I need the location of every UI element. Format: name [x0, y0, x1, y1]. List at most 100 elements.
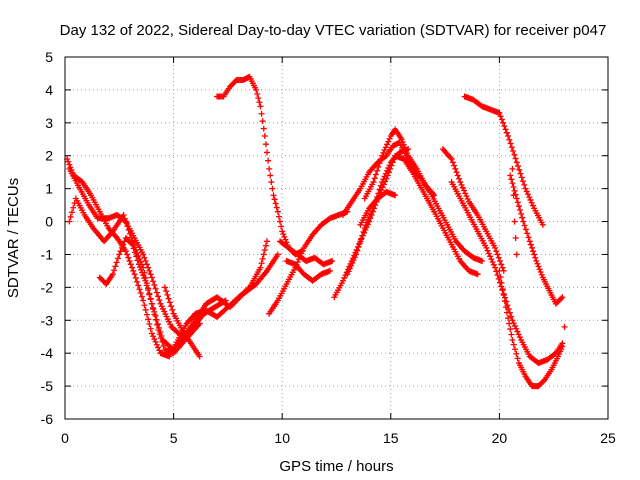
data-point [559, 343, 566, 350]
data-point [273, 204, 280, 211]
data-point [277, 218, 284, 225]
data-point [498, 279, 505, 286]
data-point [348, 262, 355, 269]
data-point [431, 192, 438, 199]
data-point [528, 244, 535, 251]
data-point [155, 293, 162, 300]
data-marks [64, 73, 568, 390]
data-point [377, 156, 384, 163]
y-tick-label: 3 [45, 115, 53, 131]
data-point [507, 326, 514, 333]
data-point [510, 192, 517, 199]
data-point [130, 245, 137, 252]
data-point [526, 194, 533, 201]
data-point [221, 298, 228, 305]
data-point [505, 132, 512, 139]
data-point [526, 238, 533, 245]
data-point [354, 247, 361, 254]
data-point [513, 159, 520, 166]
data-point [504, 309, 511, 316]
x-tick-labels: 0 5 10 15 20 25 [61, 430, 616, 446]
y-tick-label: -1 [41, 246, 54, 262]
data-point [367, 211, 374, 218]
data-point [514, 328, 521, 335]
data-point [511, 151, 518, 158]
data-point [353, 251, 360, 258]
data-point [139, 269, 146, 276]
data-point [516, 166, 523, 173]
data-point [371, 175, 378, 182]
data-point [151, 282, 158, 289]
data-point [508, 176, 515, 183]
data-point [525, 234, 532, 241]
y-tick-label: -5 [41, 378, 54, 394]
series-arc-17 [461, 93, 546, 228]
data-point [117, 248, 124, 255]
data-point [503, 129, 510, 136]
data-point [530, 248, 537, 255]
y-tick-label: -3 [41, 312, 54, 328]
data-point [511, 322, 518, 329]
data-point [497, 113, 504, 120]
data-point [257, 264, 264, 271]
data-point [268, 179, 275, 186]
data-point [274, 251, 281, 258]
data-point [365, 216, 372, 223]
data-point [510, 183, 517, 190]
data-point [299, 247, 306, 254]
data-point [196, 320, 203, 327]
data-point [519, 214, 526, 221]
data-point [522, 185, 529, 192]
data-point [506, 136, 513, 143]
series-arc-5 [214, 73, 305, 258]
data-point [147, 271, 154, 278]
data-point [153, 289, 160, 296]
data-point [513, 195, 520, 202]
data-point [500, 292, 507, 299]
data-point [528, 199, 535, 206]
data-point [156, 331, 163, 338]
data-point [121, 217, 128, 224]
data-point [143, 282, 150, 289]
data-point [147, 296, 154, 303]
data-point [282, 236, 289, 243]
grid [65, 57, 608, 419]
data-point [533, 258, 540, 265]
data-point [126, 258, 133, 265]
data-point [458, 181, 465, 188]
series-arc-19 [507, 172, 566, 307]
data-point [532, 254, 539, 261]
data-point [492, 244, 499, 251]
data-point [518, 174, 525, 181]
data-point [463, 193, 470, 200]
data-point [350, 257, 357, 264]
data-point [141, 254, 148, 261]
data-point [145, 264, 152, 271]
data-point [275, 213, 282, 220]
data-point [132, 274, 139, 281]
data-point [540, 377, 547, 384]
data-point [261, 247, 268, 254]
data-point [520, 218, 527, 225]
data-point [127, 261, 134, 268]
x-tick-label: 20 [492, 430, 508, 446]
data-point [392, 192, 399, 199]
data-point [142, 258, 149, 265]
data-point [508, 144, 515, 151]
data-point [513, 350, 520, 357]
y-tick-label: 2 [45, 148, 53, 164]
data-point [379, 152, 386, 159]
data-point [521, 181, 528, 188]
data-point [502, 126, 509, 133]
data-point [151, 336, 158, 343]
data-point [375, 164, 382, 171]
data-point [150, 306, 157, 313]
data-point [527, 241, 534, 248]
data-point [398, 136, 405, 143]
data-point [262, 141, 269, 148]
data-point [154, 321, 161, 328]
data-point [459, 184, 466, 191]
data-point [514, 355, 521, 362]
data-point [376, 186, 383, 193]
data-point [509, 180, 516, 187]
